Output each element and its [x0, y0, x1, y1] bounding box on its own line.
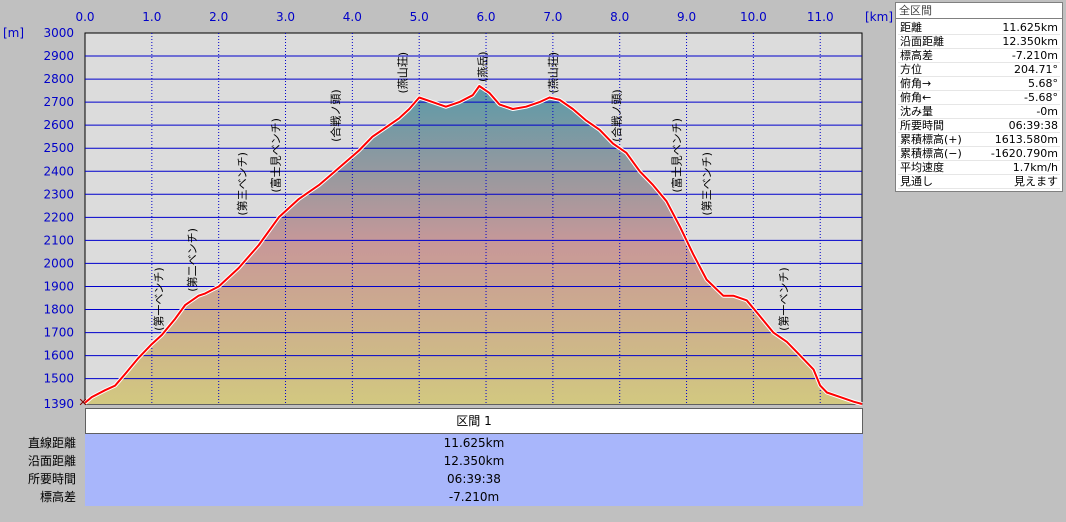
- summary-value: 11.625km: [1002, 21, 1058, 34]
- summary-panel: 全区間 距離 11.625km 沿面距離 12.350km 標高差 -7.210m 方位 20…: [895, 2, 1063, 192]
- summary-row: 所要時間 06:39:38: [898, 119, 1060, 133]
- waypoint-label: (富士見ベンチ): [670, 118, 684, 193]
- y-tick-label: 2600: [43, 118, 74, 132]
- waypoint-label: (第一ベンチ): [152, 267, 166, 331]
- segment-label: 直線距離: [27, 436, 76, 450]
- waypoint-label: (合戦ノ頭): [609, 89, 623, 142]
- segment-table: 11.625km 12.350km 06:39:38 -7.210m: [85, 434, 863, 506]
- summary-value: 1613.580m: [994, 133, 1058, 146]
- summary-value: 204.71°: [1014, 63, 1058, 76]
- start-marker-icon: ✕: [78, 396, 87, 409]
- waypoint-label: (第三ベンチ): [700, 152, 714, 216]
- segment-value: 11.625km: [443, 436, 505, 450]
- y-tick-label: 1600: [43, 349, 74, 363]
- summary-row: 沈み量 -0m: [898, 105, 1060, 119]
- x-tick-label: 7.0: [543, 10, 562, 24]
- x-tick-label: 5.0: [410, 10, 429, 24]
- summary-label: 俯角→: [900, 77, 932, 90]
- x-tick-label: 6.0: [476, 10, 495, 24]
- waypoint-label: (第一ベンチ): [776, 267, 790, 331]
- waypoint-label: (燕山荘): [547, 52, 560, 94]
- summary-label: 累積標高(−): [900, 147, 962, 160]
- summary-value: 1.7km/h: [1012, 161, 1058, 174]
- summary-value: -0m: [1036, 105, 1058, 118]
- profile-fill: [85, 86, 862, 404]
- summary-label: 見通し: [900, 175, 933, 188]
- summary-value: 06:39:38: [1008, 119, 1058, 132]
- y-tick-label: 2100: [43, 233, 74, 247]
- y-tick-label: 3000: [43, 26, 74, 40]
- segment-labels: 直線距離沿面距離所要時間標高差: [0, 434, 76, 506]
- summary-row: 平均速度 1.7km/h: [898, 161, 1060, 175]
- summary-row: 方位 204.71°: [898, 63, 1060, 77]
- y-tick-label: 2000: [43, 256, 74, 270]
- summary-row: 俯角→ 5.68°: [898, 77, 1060, 91]
- summary-value: 5.68°: [1028, 77, 1058, 90]
- waypoint-label: (合戦ノ頭): [329, 89, 343, 142]
- summary-label: 俯角←: [900, 91, 932, 104]
- summary-row: 標高差 -7.210m: [898, 49, 1060, 63]
- segment-header[interactable]: 区間 1: [85, 408, 863, 434]
- summary-label: 所要時間: [900, 119, 944, 132]
- summary-value: -5.68°: [1024, 91, 1058, 104]
- x-unit-label: [km]: [865, 10, 893, 24]
- waypoint-label: (第三ベンチ): [235, 152, 249, 216]
- summary-value: 12.350km: [1002, 35, 1058, 48]
- summary-label: 平均速度: [900, 161, 944, 174]
- summary-label: 沈み量: [900, 105, 933, 118]
- y-tick-label: 1390: [43, 397, 74, 411]
- summary-label: 距離: [900, 21, 922, 34]
- y-unit-label: [m]: [3, 26, 24, 40]
- y-tick-label: 1700: [43, 326, 74, 340]
- summary-row: 沿面距離 12.350km: [898, 35, 1060, 49]
- y-tick-label: 2900: [43, 49, 74, 63]
- summary-row: 距離 11.625km: [898, 21, 1060, 35]
- summary-rows: 距離 11.625km 沿面距離 12.350km 標高差 -7.210m 方位 204.71…: [896, 19, 1062, 191]
- profile-line: [84, 85, 863, 405]
- segment-label: 標高差: [39, 490, 76, 504]
- y-tick-label: 2700: [43, 95, 74, 109]
- summary-label: 標高差: [900, 49, 933, 62]
- segment-label: 所要時間: [27, 472, 76, 486]
- summary-label: 累積標高(+): [900, 133, 962, 146]
- summary-value: -7.210m: [1011, 49, 1058, 62]
- x-tick-label: 1.0: [142, 10, 161, 24]
- x-tick-label: 3.0: [276, 10, 295, 24]
- y-tick-label: 2500: [43, 141, 74, 155]
- waypoint-label: (富士見ベンチ): [268, 118, 282, 193]
- segment-value: 06:39:38: [447, 472, 501, 486]
- x-tick-label: 8.0: [610, 10, 629, 24]
- summary-title: 全区間: [896, 3, 1062, 19]
- x-tick-label: 11.0: [807, 10, 834, 24]
- waypoint-label: (燕山荘): [396, 52, 409, 94]
- y-tick-label: 2400: [43, 164, 74, 178]
- y-tick-label: 1900: [43, 279, 74, 293]
- y-tick-label: 1800: [43, 303, 74, 317]
- y-tick-label: 1500: [43, 372, 74, 386]
- x-tick-label: 4.0: [343, 10, 362, 24]
- y-tick-label: 2200: [43, 210, 74, 224]
- x-tick-label: 9.0: [677, 10, 696, 24]
- waypoint-label: (第二ベンチ): [185, 228, 199, 292]
- waypoint-label: (燕岳): [477, 51, 490, 82]
- summary-value: 見えます: [1014, 175, 1058, 188]
- summary-row: 累積標高(−) -1620.790m: [898, 147, 1060, 161]
- segment-value: 12.350km: [443, 454, 505, 468]
- segment-label: 沿面距離: [27, 454, 76, 468]
- x-tick-label: 2.0: [209, 10, 228, 24]
- summary-label: 方位: [900, 63, 922, 76]
- segment-value: -7.210m: [448, 490, 500, 504]
- x-tick-label: 0.0: [75, 10, 94, 24]
- y-tick-label: 2800: [43, 72, 74, 86]
- x-tick-label: 10.0: [740, 10, 767, 24]
- summary-row: 累積標高(+) 1613.580m: [898, 133, 1060, 147]
- y-tick-label: 2300: [43, 187, 74, 201]
- summary-row: 俯角← -5.68°: [898, 91, 1060, 105]
- summary-row: 見通し 見えます: [898, 175, 1060, 189]
- summary-value: -1620.790m: [990, 147, 1058, 160]
- summary-label: 沿面距離: [900, 35, 944, 48]
